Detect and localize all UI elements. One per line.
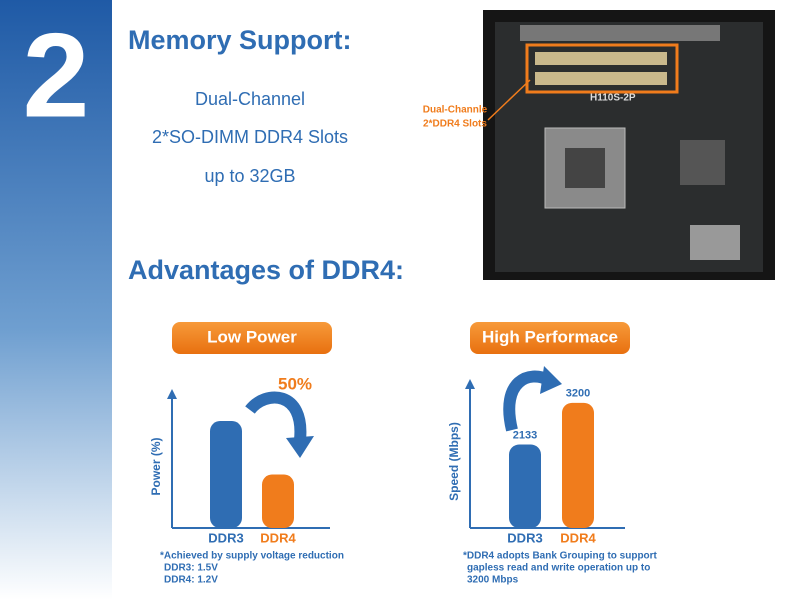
axis-arrow xyxy=(167,389,177,399)
badge-label: Low Power xyxy=(207,327,297,346)
badge-label: High Performace xyxy=(482,327,618,346)
footnote: DDR3: 1.5V xyxy=(164,563,218,574)
x-tick-label: DDR3 xyxy=(507,530,542,545)
x-tick-label: DDR4 xyxy=(260,530,296,545)
value-label: 2133 xyxy=(513,429,537,441)
product-photo: H110S-2P xyxy=(483,10,775,280)
bar xyxy=(562,402,594,528)
bar xyxy=(210,421,242,528)
footnote: *DDR4 adopts Bank Grouping to support xyxy=(463,551,658,562)
decor-arrow xyxy=(286,436,314,458)
axis-arrow xyxy=(465,379,475,389)
subtitle: Advantages of DDR4: xyxy=(128,255,404,285)
svg-text:H110S-2P: H110S-2P xyxy=(590,93,636,104)
decor-arrow xyxy=(245,391,307,441)
footnote: DDR4: 1.2V xyxy=(164,575,218,586)
y-axis-label: Speed (Mbps) xyxy=(447,422,461,501)
callout: 2*DDR4 Slots xyxy=(423,119,487,130)
y-axis-label: Power (%) xyxy=(149,437,163,495)
x-tick-label: DDR4 xyxy=(560,530,596,545)
feature-line: Dual-Channel xyxy=(195,89,305,109)
feature-line: up to 32GB xyxy=(204,166,295,186)
title-badge xyxy=(172,322,332,354)
title-badge xyxy=(470,322,630,354)
bar xyxy=(262,474,294,528)
value-label: 3200 xyxy=(566,388,590,400)
decor-arrow xyxy=(503,370,551,432)
annotation: 50% xyxy=(278,374,312,393)
feature-line: 2*SO-DIMM DDR4 Slots xyxy=(152,127,348,147)
section-number: 2 xyxy=(23,9,90,143)
callout: Dual-Channle xyxy=(423,105,488,116)
decor-arrow xyxy=(540,366,562,394)
footnote: gapless read and write operation up to xyxy=(467,563,650,574)
footnote: *Achieved by supply voltage reduction xyxy=(160,551,344,562)
bar xyxy=(509,444,541,528)
side-band xyxy=(0,0,112,600)
x-tick-label: DDR3 xyxy=(208,530,243,545)
title: Memory Support: xyxy=(128,25,352,55)
footnote: 3200 Mbps xyxy=(467,575,519,586)
